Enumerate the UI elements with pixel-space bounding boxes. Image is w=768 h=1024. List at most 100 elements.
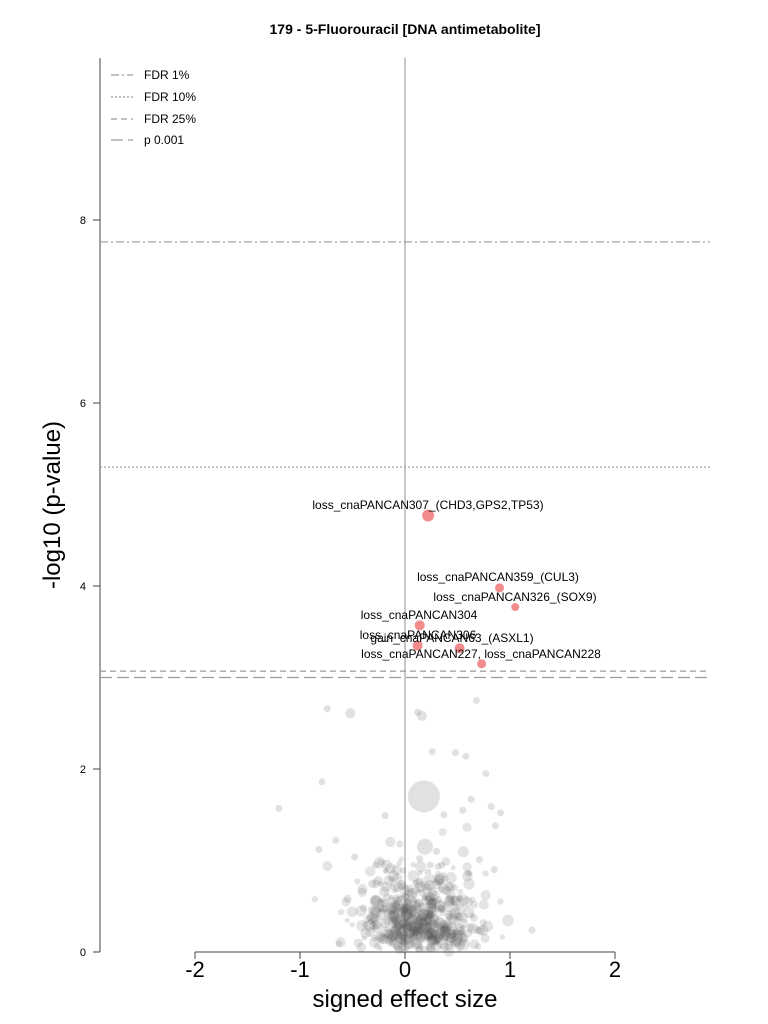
background-point <box>383 893 391 901</box>
background-point <box>450 899 458 907</box>
background-point <box>386 904 397 915</box>
background-point <box>437 904 444 911</box>
background-point <box>445 889 456 901</box>
background-point <box>439 906 446 913</box>
background-point <box>427 874 437 884</box>
background-point <box>384 928 394 939</box>
background-point <box>457 846 469 858</box>
background-point <box>398 856 404 862</box>
background-point <box>416 838 433 855</box>
background-point <box>402 918 409 924</box>
background-point <box>391 918 399 926</box>
background-point <box>404 920 413 929</box>
background-point <box>425 928 436 938</box>
background-point <box>467 923 479 935</box>
background-point <box>387 896 396 906</box>
background-point <box>421 895 428 902</box>
background-point <box>387 910 399 923</box>
background-point <box>412 931 418 938</box>
significant-point <box>422 509 435 522</box>
background-point <box>425 900 431 906</box>
background-point <box>432 903 438 909</box>
background-point <box>404 907 410 914</box>
background-point <box>405 904 417 916</box>
background-point <box>382 867 388 874</box>
background-point <box>428 924 439 935</box>
background-point <box>418 917 429 928</box>
background-point <box>463 878 475 890</box>
background-point <box>393 907 405 919</box>
background-point <box>360 904 368 912</box>
background-point <box>487 803 495 811</box>
background-point <box>438 885 445 893</box>
background-point <box>377 945 383 951</box>
background-point <box>428 919 438 929</box>
background-point <box>368 921 377 931</box>
background-point <box>497 898 504 905</box>
background-point <box>402 906 409 913</box>
background-point <box>409 897 416 904</box>
background-point <box>458 912 468 923</box>
background-point <box>402 892 410 900</box>
significant-point <box>511 603 520 612</box>
background-point <box>414 911 420 918</box>
background-point <box>393 882 404 893</box>
background-point <box>423 916 433 926</box>
background-point <box>408 934 420 945</box>
point-label: loss_cnaPANCAN304 <box>361 608 478 622</box>
background-point <box>427 909 434 916</box>
background-point <box>408 926 419 936</box>
background-point <box>426 861 434 869</box>
background-point <box>377 932 387 942</box>
background-point <box>405 895 417 908</box>
background-point <box>415 861 427 873</box>
background-point <box>426 912 433 919</box>
y-tick-label: 6 <box>80 398 86 410</box>
y-tick-label: 8 <box>80 215 86 227</box>
background-point <box>426 910 435 920</box>
background-point <box>428 890 440 902</box>
background-point <box>414 902 421 908</box>
background-point <box>455 940 465 950</box>
background-point <box>449 895 459 905</box>
background-point <box>422 913 429 920</box>
background-point <box>415 915 426 926</box>
background-point <box>436 937 449 949</box>
background-point <box>431 934 441 944</box>
background-point <box>406 912 413 919</box>
background-point <box>435 929 446 939</box>
background-point <box>441 857 451 866</box>
background-point <box>426 944 433 951</box>
background-point <box>480 933 490 943</box>
background-point <box>411 926 419 934</box>
background-point <box>457 888 464 895</box>
background-point <box>384 936 393 945</box>
background-point <box>377 858 385 866</box>
background-point <box>344 917 350 924</box>
background-point <box>458 938 470 951</box>
background-point <box>475 926 485 936</box>
background-point <box>379 897 385 903</box>
background-point <box>399 867 407 874</box>
background-point <box>444 910 454 920</box>
background-point <box>423 879 436 892</box>
background-point <box>332 836 340 844</box>
background-point <box>437 904 446 913</box>
background-point <box>434 939 440 945</box>
background-point <box>351 853 359 861</box>
background-point <box>357 887 367 898</box>
background-point <box>482 870 489 877</box>
background-point <box>412 928 421 937</box>
background-point <box>417 926 426 936</box>
background-point <box>440 930 451 941</box>
background-point <box>433 933 444 944</box>
background-point <box>402 899 413 910</box>
background-point <box>422 913 434 926</box>
background-point <box>491 822 499 830</box>
background-point <box>447 928 455 937</box>
background-point <box>424 868 432 876</box>
background-point <box>406 917 413 923</box>
background-point <box>397 907 406 916</box>
background-point <box>414 933 425 943</box>
significant-point <box>495 583 504 593</box>
